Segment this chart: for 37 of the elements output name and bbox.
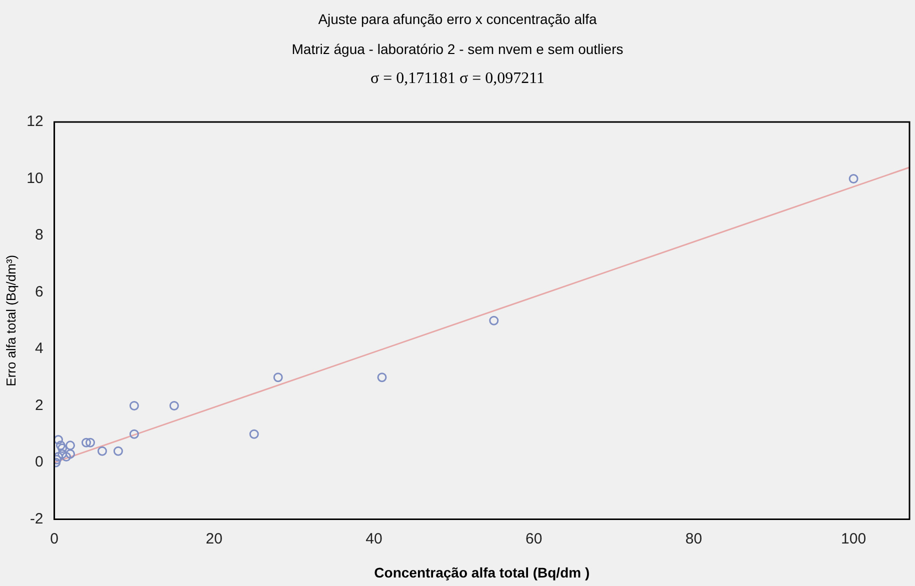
point — [66, 449, 76, 459]
point — [86, 438, 95, 448]
y-tick-label: 4 — [34, 340, 44, 358]
point — [113, 446, 123, 456]
x-axis-title: Concentração alfa total (Bq/dm ) — [374, 564, 590, 580]
point — [377, 372, 387, 382]
y-tick-label: 8 — [34, 226, 44, 244]
point — [56, 440, 66, 450]
y-tick-label: -2 — [30, 510, 44, 528]
point — [273, 372, 283, 382]
point — [169, 400, 179, 410]
chart-subtitle: Matriz água - laboratório 2 - sem nvem e sem outliers — [290, 40, 624, 59]
point — [54, 435, 64, 445]
x-tick-label: 20 — [206, 530, 222, 548]
y-tick-label: 6 — [34, 283, 44, 300]
y-tick-label: 10 — [26, 170, 44, 187]
point — [82, 438, 92, 448]
point — [129, 429, 139, 439]
point — [848, 174, 858, 184]
y-tick-label: 2 — [34, 396, 44, 414]
x-tick-label: 0 — [50, 530, 58, 548]
point — [66, 440, 76, 450]
point — [97, 446, 107, 456]
x-tick-label: 80 — [685, 530, 702, 548]
point — [62, 452, 72, 462]
y-tick-label: 12 — [26, 113, 44, 130]
x-tick-label: 100 — [841, 530, 866, 548]
y-axis-title: Erro alfa total (Bq/dm³) — [3, 254, 18, 386]
chart-title: Ajuste para afunção erro x concentração alfa — [317, 10, 598, 29]
point — [249, 429, 259, 439]
x-tick-label: 60 — [526, 530, 542, 548]
point — [58, 444, 68, 454]
x-tick-label: 40 — [366, 530, 382, 548]
y-tick-label: 0 — [34, 454, 44, 471]
point — [489, 316, 499, 326]
point — [129, 400, 139, 410]
text: σ = 0,171181 σ = 0,097211 — [369, 69, 546, 89]
